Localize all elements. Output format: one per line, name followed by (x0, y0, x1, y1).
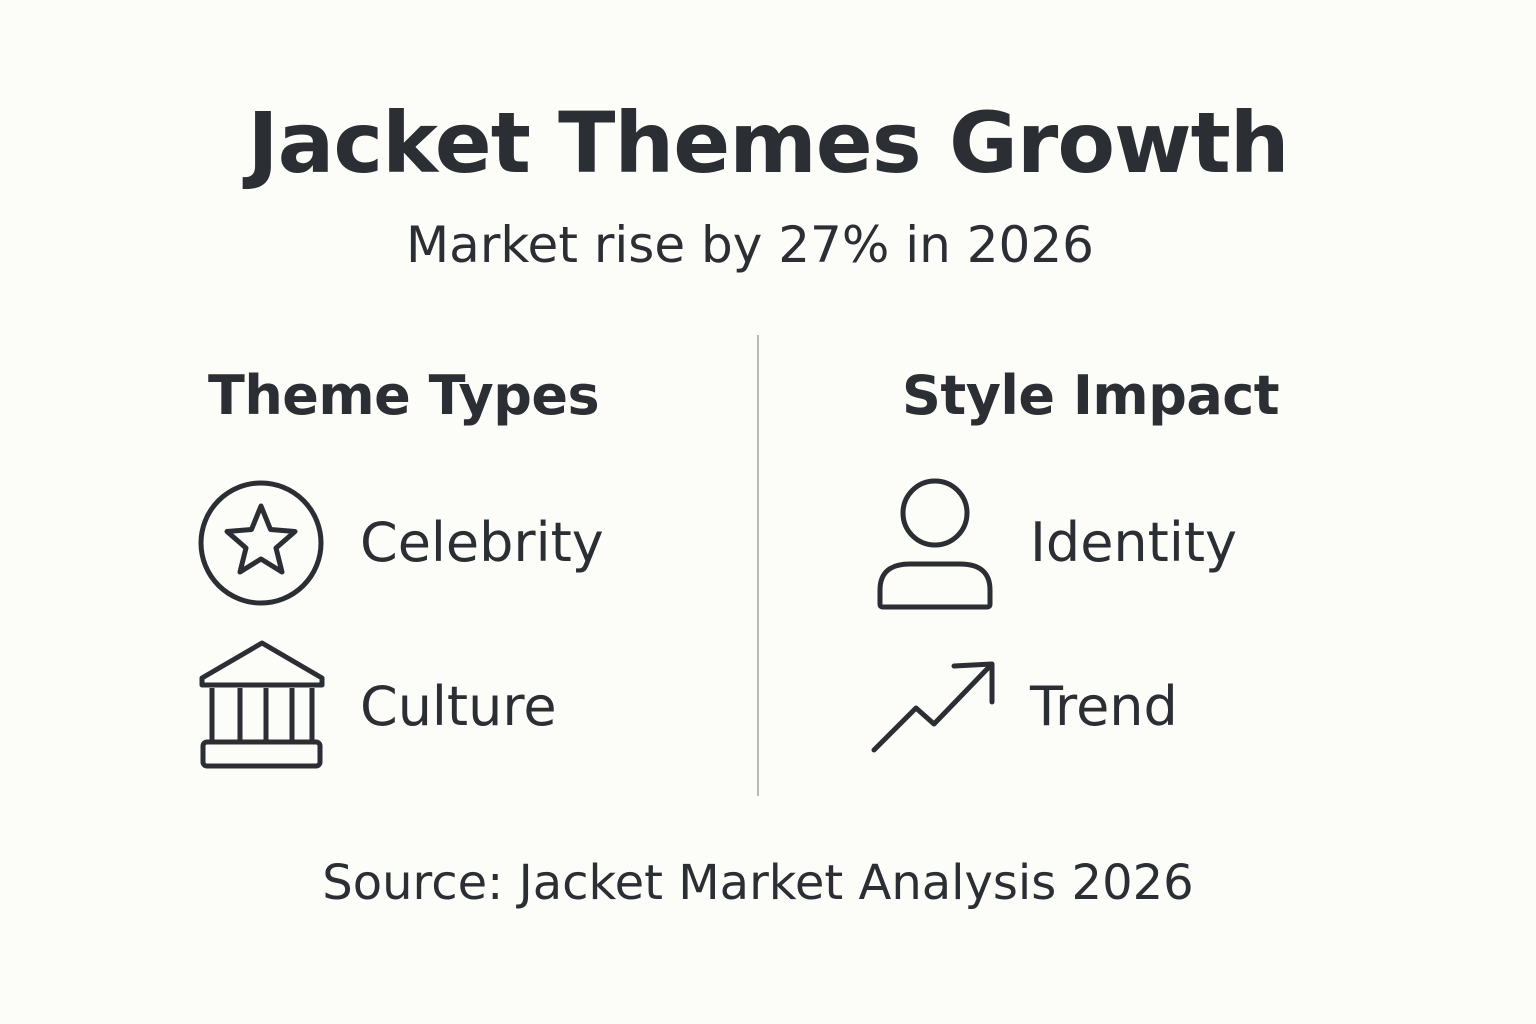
theme-item-culture: Culture (360, 675, 557, 738)
theme-item-celebrity: Celebrity (360, 511, 604, 574)
source-note: Source: Jacket Market Analysis 2026 (322, 855, 1194, 911)
trending-up-arrow-icon (868, 658, 1000, 756)
style-impact-heading: Style Impact (902, 364, 1280, 427)
classical-building-icon (196, 638, 328, 772)
page-title: Jacket Themes Growth (247, 94, 1289, 192)
star-in-circle-icon (196, 478, 326, 608)
person-icon (874, 478, 998, 612)
column-divider (757, 335, 759, 796)
page-subtitle: Market rise by 27% in 2026 (406, 216, 1094, 274)
impact-item-identity: Identity (1030, 511, 1237, 574)
impact-item-trend: Trend (1030, 675, 1178, 738)
theme-types-heading: Theme Types (208, 364, 600, 427)
